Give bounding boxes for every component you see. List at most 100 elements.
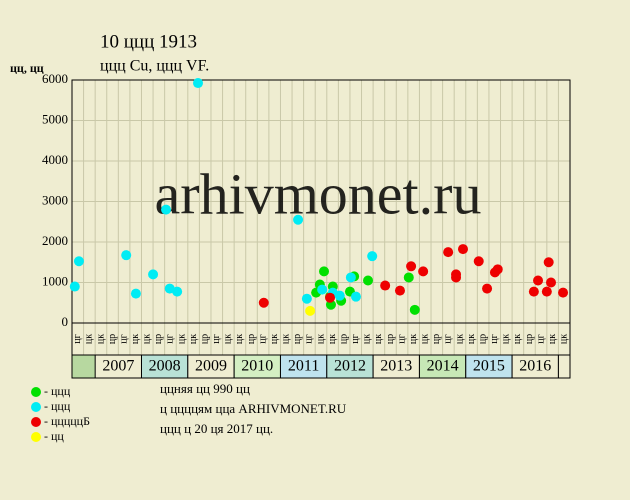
quarter-label: цк — [547, 334, 558, 344]
y-tick-label: 6000 — [42, 71, 68, 86]
data-point — [406, 261, 417, 272]
quarter-label: цк — [142, 334, 153, 344]
data-point — [301, 293, 312, 304]
quarter-label: цк — [84, 334, 95, 344]
quarter-label: цк — [269, 334, 280, 344]
year-label: 2016 — [519, 358, 551, 375]
data-point — [334, 290, 345, 301]
y-tick-label: 0 — [62, 314, 69, 329]
quarter-label: цр — [246, 334, 257, 344]
year-label: 2014 — [427, 358, 459, 375]
y-tick-label: 3000 — [42, 192, 68, 207]
legend-marker — [31, 402, 41, 412]
data-point — [543, 257, 554, 268]
y-tick-label: 2000 — [42, 233, 68, 248]
data-point — [418, 266, 429, 277]
year-cell-end — [557, 354, 571, 379]
quarter-label: цг — [211, 334, 222, 343]
quarter-label: цк — [327, 334, 338, 344]
quarter-label: цр — [153, 334, 164, 344]
quarter-label: цк — [512, 334, 523, 344]
legend-marker — [31, 432, 41, 442]
quarter-label: цк — [315, 334, 326, 344]
quarter-label: цк — [454, 334, 465, 344]
quarter-label: цг — [443, 334, 454, 343]
quarter-label: цк — [466, 334, 477, 344]
data-point — [380, 280, 391, 291]
data-point — [69, 281, 80, 292]
quarter-label: цк — [373, 334, 384, 344]
data-point — [546, 277, 557, 288]
chart-title: 10 ццц 1913 — [100, 31, 197, 52]
quarter-label: цг — [257, 334, 268, 343]
data-point — [363, 275, 374, 286]
data-point — [317, 284, 328, 295]
quarter-label: цк — [559, 334, 570, 344]
note: ццняя цц 990 цц — [160, 381, 250, 396]
data-point — [473, 256, 484, 267]
quarter-label: цр — [385, 334, 396, 344]
data-point — [172, 286, 183, 297]
quarter-label: цк — [501, 334, 512, 344]
data-point — [258, 297, 269, 308]
quarter-label: цк — [234, 334, 245, 344]
y-tick-label: 1000 — [42, 273, 68, 288]
data-point — [403, 272, 414, 283]
quarter-label: цг — [489, 334, 500, 343]
note: ц ццццям цца ARHIVMONET.RU — [160, 401, 347, 416]
data-point — [457, 244, 468, 255]
quarter-label: цр — [431, 334, 442, 344]
quarter-label: цг — [72, 334, 83, 343]
data-point — [193, 78, 204, 89]
legend-marker — [31, 387, 41, 397]
watermark: arhivmonet.ru — [155, 161, 482, 226]
data-point — [325, 292, 336, 303]
legend-label: - ццц — [44, 399, 71, 413]
data-point — [350, 291, 361, 302]
data-point — [409, 304, 420, 315]
year-label: 2013 — [380, 358, 412, 375]
data-point — [293, 214, 304, 225]
plot-frame — [71, 79, 571, 379]
quarter-label: цр — [338, 334, 349, 344]
data-point — [533, 275, 544, 286]
quarter-label: цг — [535, 334, 546, 343]
legend-label: - цц — [44, 429, 64, 443]
legend-marker — [31, 417, 41, 427]
y-tick-label: 5000 — [42, 111, 68, 126]
quarter-label: цр — [107, 334, 118, 344]
quarter-label: цг — [118, 334, 129, 343]
data-point — [443, 247, 454, 258]
data-point — [305, 305, 316, 316]
quarter-label: цк — [420, 334, 431, 344]
quarter-label: цк — [95, 334, 106, 344]
quarter-label: цр — [477, 334, 488, 344]
quarter-label: цк — [176, 334, 187, 344]
quarter-label: цк — [408, 334, 419, 344]
data-point — [121, 250, 132, 261]
year-label: 2007 — [102, 358, 134, 375]
quarter-label: цг — [304, 334, 315, 343]
data-point — [148, 269, 159, 280]
year-label: 2010 — [241, 358, 273, 375]
quarter-label: цк — [188, 334, 199, 344]
quarter-label: цр — [199, 334, 210, 344]
y-axis-label: цц, цц — [10, 61, 44, 75]
data-point — [367, 251, 378, 262]
quarter-label: цк — [281, 334, 292, 344]
data-point — [394, 285, 405, 296]
quarter-label: цк — [130, 334, 141, 344]
note: ццц ц 20 ця 2017 цц. — [160, 421, 273, 436]
quarter-label: цк — [362, 334, 373, 344]
quarter-label: цг — [350, 334, 361, 343]
year-label: 2011 — [288, 358, 319, 375]
quarter-label: цг — [165, 334, 176, 343]
y-tick-label: 4000 — [42, 152, 68, 167]
data-point — [319, 266, 330, 277]
year-label: 2008 — [149, 358, 181, 375]
legend-label: - ццц — [44, 384, 71, 398]
legend-label: - цццццБ — [44, 414, 90, 428]
quarter-label: цг — [396, 334, 407, 343]
chart-subtitle: ццц Cu, ццц VF. — [100, 58, 209, 75]
